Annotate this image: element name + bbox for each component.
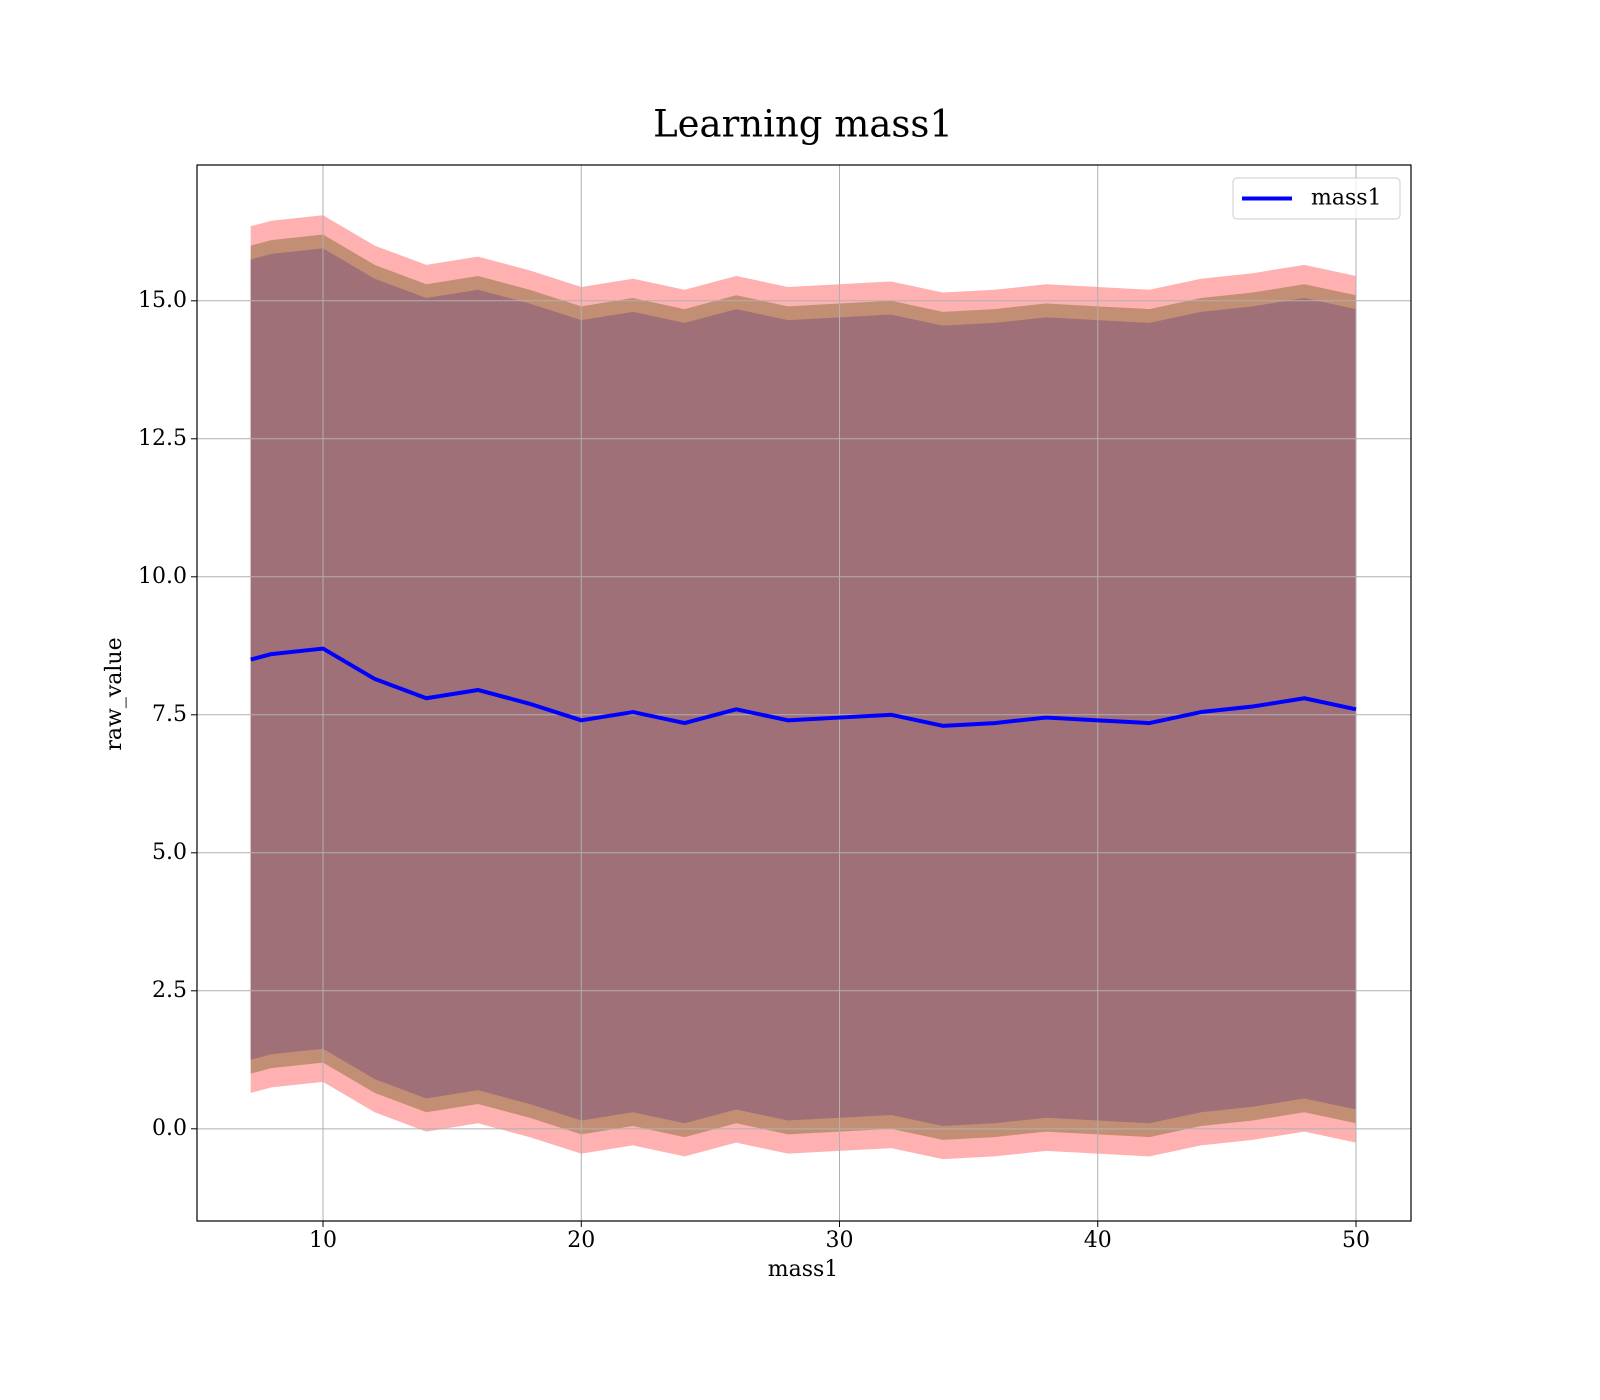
y-tick-label: 10.0 <box>138 564 187 589</box>
x-axis-label: mass1 <box>768 1257 839 1282</box>
chart-title: Learning mass1 <box>653 103 953 146</box>
y-tick-label: 2.5 <box>152 978 187 1003</box>
x-tick-label: 40 <box>1084 1228 1112 1253</box>
legend-box <box>1232 177 1401 220</box>
y-tick-label: 12.5 <box>138 426 187 451</box>
y-tick-label: 0.0 <box>152 1116 187 1141</box>
y-tick-label: 15.0 <box>138 288 187 313</box>
x-tick-label: 20 <box>567 1228 595 1253</box>
x-tick-label: 50 <box>1342 1228 1370 1253</box>
x-tick-label: 30 <box>826 1228 854 1253</box>
plot-frame <box>196 164 1412 1222</box>
line <box>250 646 1357 728</box>
y-axis-label: raw_value <box>102 637 127 750</box>
y-tick-label: 7.5 <box>152 702 187 727</box>
x-tick-label: 10 <box>309 1228 337 1253</box>
band <box>250 248 1356 1127</box>
y-tick-label: 5.0 <box>152 840 187 865</box>
legend-label: mass1 <box>1311 186 1382 211</box>
